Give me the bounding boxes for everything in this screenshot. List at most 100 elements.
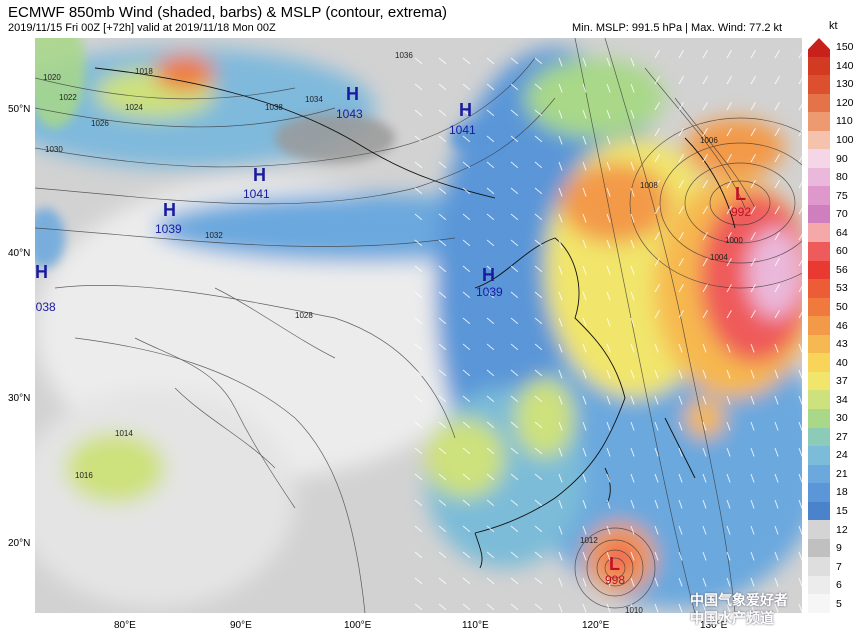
isobar-label: 1024: [125, 103, 143, 112]
colorbar-level-label: 64: [836, 226, 848, 239]
colorbar-level-label: 75: [836, 189, 848, 202]
valid-time: 2019/11/15 Fri 00Z [+72h] valid at 2019/…: [8, 22, 276, 34]
low-wind-shading: [35, 38, 500, 268]
wind-barb: [558, 161, 563, 171]
wind-barb: [654, 49, 660, 59]
wind-barb: [606, 421, 611, 431]
wind-barb: [486, 291, 495, 299]
wind-barb: [414, 551, 423, 559]
wind-barb: [726, 127, 732, 137]
lon-label-120: 120°E: [582, 620, 610, 631]
wind-barb: [774, 421, 779, 431]
colorbar-segment: [808, 557, 830, 577]
wind-barb: [630, 343, 635, 353]
wind-barb: [486, 213, 495, 221]
wind-barb: [438, 83, 447, 91]
isobar-label: 1022: [59, 93, 77, 102]
wind-barb: [462, 291, 471, 299]
colorbar-segment: [808, 242, 830, 262]
wind-barb: [582, 161, 587, 171]
isobar-label: 1020: [43, 73, 61, 82]
wind-barb: [438, 161, 447, 169]
wind-barb: [510, 343, 519, 351]
wind-barb: [486, 343, 495, 351]
pressure-centers: H 1043 H 1041 H 1041 H 1039 H 1038 H 103…: [35, 84, 751, 587]
wind-barb: [678, 179, 684, 189]
wind-barb: [774, 473, 779, 483]
wind-barb: [462, 265, 471, 273]
colorbar-level-label: 150: [836, 41, 854, 54]
wind-barb: [654, 153, 660, 163]
watermark-line2: 中国水产频道: [690, 610, 774, 626]
wind-barb: [750, 473, 755, 483]
colorbar-level-label: 80: [836, 171, 848, 184]
wind-barb: [510, 213, 519, 221]
colorbar-segment: [808, 260, 830, 280]
wind-barb: [438, 213, 447, 221]
wind-barb: [678, 343, 683, 353]
high-value: 1041: [449, 123, 476, 137]
wind-barb: [510, 395, 519, 403]
wind-barb: [438, 317, 447, 325]
wind-barb: [534, 83, 543, 91]
wind-barb: [534, 109, 543, 117]
wind-barb: [414, 473, 423, 481]
wind-barb: [726, 179, 732, 189]
wind-barb: [726, 153, 732, 163]
wind-barb: [726, 309, 732, 319]
wind-barb: [606, 213, 611, 223]
wind-barb: [486, 317, 495, 325]
wind-barb: [750, 179, 756, 189]
colorbar-segment: [808, 93, 830, 113]
wind-barb: [510, 161, 519, 169]
wind-barb: [798, 311, 802, 319]
wind-barb: [774, 283, 780, 293]
wind-barb: [510, 317, 519, 325]
wind-barb: [486, 57, 495, 65]
wind-barb: [534, 239, 543, 247]
low-letter: L: [735, 184, 746, 204]
wind-barb: [438, 577, 447, 585]
wind-barb: [774, 447, 779, 457]
wind-barb: [414, 291, 423, 299]
wind-barb: [534, 161, 543, 169]
colorbar-segment: [808, 186, 830, 206]
lon-label-130: 130°E: [700, 620, 728, 631]
wind-barb: [582, 187, 587, 197]
colorbar-segment: [808, 371, 830, 391]
lon-label-80: 80°E: [114, 620, 136, 631]
wind-barb: [582, 525, 587, 535]
wind-barb: [582, 135, 587, 145]
wind-barb: [654, 421, 659, 431]
wind-barb: [438, 421, 447, 429]
colorbar-level-label: 5: [836, 597, 842, 610]
colorbar-level-label: 60: [836, 245, 848, 258]
wind-barb: [486, 135, 495, 143]
wind-barb: [486, 265, 495, 273]
wind-barb: [678, 395, 683, 405]
high-value: 1039: [155, 222, 182, 236]
wind-barb: [462, 57, 471, 65]
wind-barb: [630, 213, 635, 223]
colorbar-level-label: 50: [836, 300, 848, 313]
colorbar-segment: [808, 538, 830, 558]
high-letter: H: [35, 262, 48, 282]
map-canvas: 1020 1018 1022 1026 1024 1030 1036 1038 …: [35, 38, 802, 613]
wind-barb: [630, 239, 635, 249]
wind-barb: [702, 603, 707, 613]
wind-barb: [750, 153, 756, 163]
wind-barb: [438, 447, 447, 455]
wind-barb: [678, 603, 683, 613]
wind-barb: [774, 153, 780, 163]
wind-barb: [654, 205, 660, 215]
colorbar-segment: [808, 446, 830, 466]
wind-barb: [774, 101, 780, 111]
wind-barb: [678, 49, 684, 59]
wind-barb: [750, 369, 755, 379]
wind-barb: [654, 231, 660, 241]
wind-barb: [750, 577, 755, 587]
wind-barb: [750, 525, 755, 535]
wind-barb: [798, 369, 802, 379]
wind-barb: [654, 257, 660, 267]
wind-barb: [702, 551, 707, 561]
